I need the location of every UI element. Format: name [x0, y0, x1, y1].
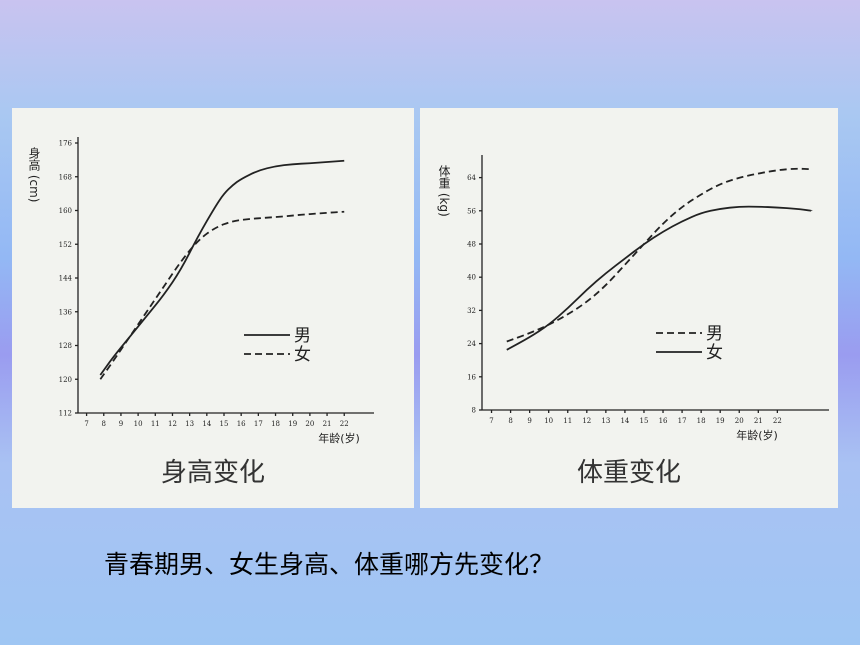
legend-label: 女 — [294, 345, 311, 365]
y-tick-label: 64 — [467, 174, 476, 182]
y-tick-label: 112 — [59, 410, 72, 418]
x-tick-label: 12 — [582, 417, 591, 425]
y-axis-label: 身高 (cm) — [27, 146, 41, 203]
x-tick-label: 17 — [254, 420, 263, 428]
series-line-female — [506, 205, 812, 351]
x-tick-label: 20 — [735, 417, 744, 425]
x-tick-label: 13 — [185, 420, 194, 428]
series-line-male — [99, 159, 345, 376]
x-tick-label: 9 — [527, 417, 531, 425]
x-tick-label: 19 — [288, 420, 297, 428]
x-tick-label: 7 — [84, 420, 88, 428]
x-tick-label: 12 — [168, 420, 177, 428]
x-tick-label: 21 — [323, 420, 332, 428]
y-tick-label: 168 — [59, 173, 72, 181]
x-tick-label: 19 — [716, 417, 725, 425]
weight-chart-title: 体重变化 — [576, 458, 681, 488]
weight-chart-panel: 8 16 24 32 40 48 56 64 7 8 9 10 11 12 13 14 15 16 17 18 19 20… — [420, 108, 838, 508]
height-chart-title: 身高变化 — [160, 458, 265, 488]
x-tick-label: 14 — [202, 420, 211, 428]
y-tick-label: 160 — [59, 207, 72, 215]
x-tick-label: 8 — [102, 420, 106, 428]
y-tick-label: 24 — [467, 340, 476, 348]
x-tick-label: 10 — [544, 417, 553, 425]
legend-label: 男 — [294, 326, 311, 346]
x-tick-label: 13 — [601, 417, 610, 425]
x-tick-label: 22 — [340, 420, 349, 428]
x-tick-label: 16 — [237, 420, 246, 428]
y-tick-label: 136 — [59, 308, 73, 316]
x-tick-label: 14 — [620, 417, 629, 425]
weight-chart: 8 16 24 32 40 48 56 64 7 8 9 10 11 12 13 14 15 16 17 18 19 20… — [437, 155, 829, 442]
legend-label: 女 — [706, 343, 723, 363]
y-tick-label: 152 — [59, 241, 72, 249]
x-tick-label: 10 — [134, 420, 143, 428]
y-tick-label: 56 — [467, 207, 476, 215]
x-tick-label: 9 — [119, 420, 123, 428]
x-axis-label: 年龄(岁) — [736, 428, 778, 442]
y-tick-label: 16 — [467, 373, 476, 381]
x-tick-label: 15 — [640, 417, 649, 425]
x-tick-label: 18 — [697, 417, 706, 425]
x-tick-label: 16 — [659, 417, 668, 425]
x-tick-label: 7 — [489, 417, 493, 425]
question-text: 青春期男、女生身高、体重哪方先变化？ — [104, 550, 555, 579]
height-chart-panel: 112 120 128 136 144 152 160 168 176 7 8 9 10 11 12 13 14… — [12, 108, 414, 508]
x-tick-label: 18 — [271, 420, 280, 428]
height-chart: 112 120 128 136 144 152 160 168 176 7 8 9 10 11 12 13 14… — [27, 137, 374, 445]
legend-label: 男 — [706, 324, 723, 344]
y-tick-label: 40 — [467, 274, 476, 282]
y-tick-label: 32 — [467, 307, 476, 315]
series-line-male — [506, 167, 812, 343]
y-tick-label: 144 — [59, 275, 73, 283]
y-tick-label: 8 — [472, 407, 476, 415]
x-tick-label: 8 — [508, 417, 512, 425]
x-tick-label: 15 — [220, 420, 229, 428]
x-axis-label: 年龄(岁) — [318, 431, 360, 445]
x-tick-label: 21 — [754, 417, 763, 425]
y-axis-label: 体重 (kg) — [437, 165, 451, 217]
x-tick-label: 20 — [305, 420, 314, 428]
x-tick-label: 22 — [773, 417, 782, 425]
x-tick-label: 11 — [563, 417, 572, 425]
y-tick-label: 120 — [59, 376, 72, 384]
y-tick-label: 128 — [59, 342, 72, 350]
x-tick-label: 17 — [678, 417, 687, 425]
y-tick-label: 48 — [467, 241, 476, 249]
x-tick-label: 11 — [151, 420, 160, 428]
y-tick-label: 176 — [59, 140, 73, 148]
series-line-female — [99, 210, 345, 380]
